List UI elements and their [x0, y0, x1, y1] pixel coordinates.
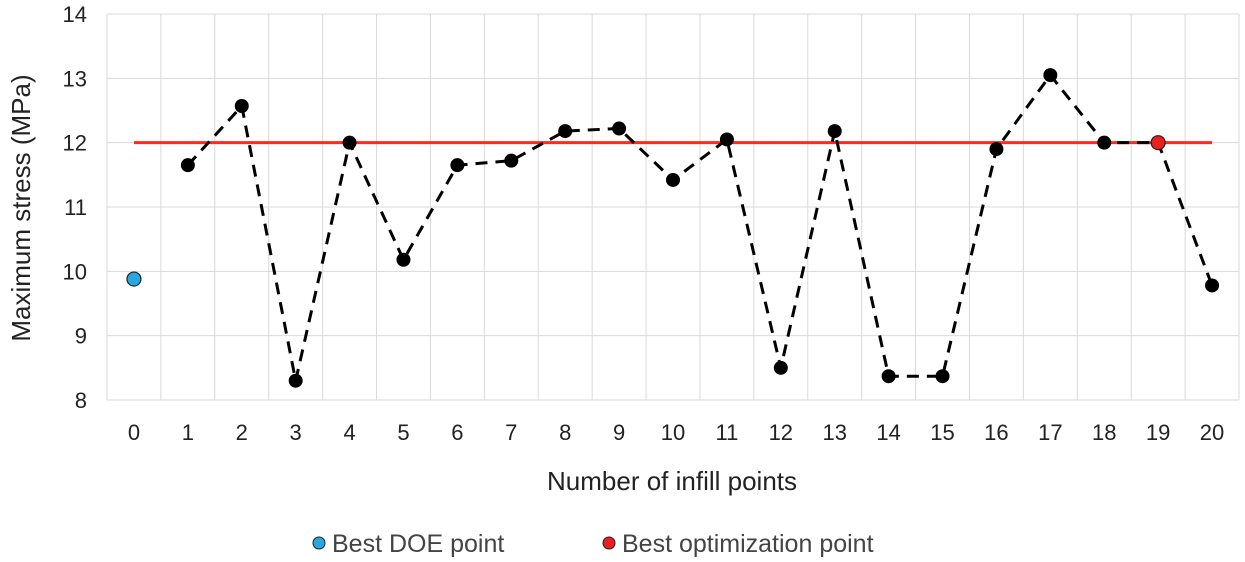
x-tick-label: 18	[1092, 420, 1116, 445]
y-tick-label: 14	[63, 2, 87, 27]
data-point	[881, 369, 896, 384]
y-tick-label: 12	[63, 131, 87, 156]
points-group	[126, 68, 1220, 388]
y-tick-label: 11	[64, 195, 87, 220]
highlight-point	[126, 271, 142, 287]
legend-label-best-optimization: Best optimization point	[622, 530, 874, 558]
data-point	[666, 172, 680, 187]
x-tick-label: 10	[661, 420, 685, 445]
x-tick-label: 11	[715, 420, 738, 445]
data-point	[827, 124, 842, 139]
y-axis-title: Maximum stress (MPa)	[6, 74, 36, 341]
x-tick-label: 17	[1038, 420, 1062, 445]
y-tick-label: 9	[75, 324, 87, 349]
x-tick-label: 15	[930, 420, 954, 445]
data-point	[1205, 278, 1220, 293]
x-tick-label: 12	[769, 420, 793, 445]
y-tick-label: 8	[75, 388, 87, 413]
y-tick-labels: 8 9 10 11 12 13 14	[63, 2, 87, 413]
legend-label-best-doe: Best DOE point	[332, 530, 504, 558]
data-point	[180, 158, 195, 173]
data-point	[1043, 68, 1058, 83]
data-point	[719, 132, 734, 147]
data-point	[450, 158, 465, 173]
highlight-point	[1150, 135, 1166, 151]
x-tick-label: 3	[290, 420, 302, 445]
legend: Best DOE point Best optimization point	[312, 530, 874, 558]
y-tick-label: 10	[63, 259, 87, 284]
data-point	[288, 373, 303, 388]
x-tick-label: 7	[505, 420, 517, 445]
data-point	[342, 135, 357, 150]
x-tick-label: 9	[613, 420, 625, 445]
x-tick-label: 14	[876, 420, 900, 445]
x-tick-label: 13	[822, 420, 846, 445]
x-axis-title: Number of infill points	[547, 466, 797, 496]
data-point	[558, 124, 573, 139]
data-point	[935, 369, 950, 384]
legend-marker-best-optimization	[602, 536, 616, 550]
y-tick-label: 13	[63, 66, 87, 91]
x-tick-label: 8	[559, 420, 571, 445]
x-tick-label: 2	[236, 420, 248, 445]
series-line	[186, 72, 1214, 382]
data-point	[396, 252, 411, 267]
x-tick-label: 6	[451, 420, 463, 445]
data-point	[773, 360, 788, 375]
x-tick-label: 20	[1200, 420, 1224, 445]
x-tick-labels: 0 1 2 3 4 5 6 7 8 9 10 11 12 13 14 15 16 17 18 19 20	[128, 420, 1224, 445]
x-tick-label: 4	[343, 420, 355, 445]
x-tick-label: 19	[1146, 420, 1170, 445]
chart-grid	[106, 13, 1240, 401]
data-point	[504, 153, 519, 168]
data-point	[1097, 135, 1112, 150]
x-tick-label: 16	[984, 420, 1008, 445]
data-point	[612, 121, 627, 136]
legend-marker-best-doe	[312, 536, 326, 550]
x-tick-label: 5	[397, 420, 409, 445]
x-tick-label: 0	[128, 420, 140, 445]
data-point	[234, 98, 249, 113]
series-group	[186, 72, 1214, 382]
data-point	[989, 142, 1004, 157]
x-tick-label: 1	[182, 420, 194, 445]
